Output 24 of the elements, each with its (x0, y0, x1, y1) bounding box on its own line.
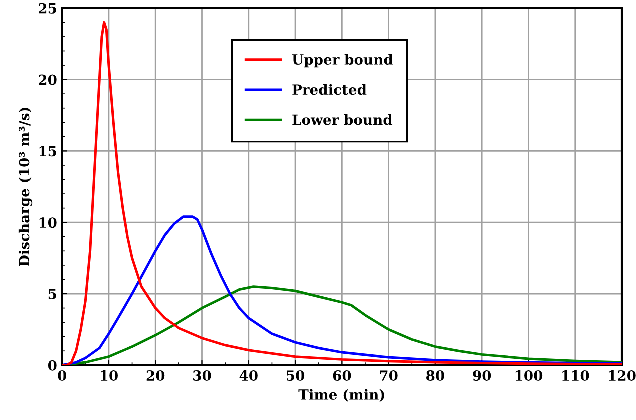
y-tick-label: 0 (48, 360, 57, 371)
legend-label: Upper bound (292, 54, 394, 68)
legend-label: Lower bound (292, 114, 393, 126)
x-tick-label: 40 (240, 370, 258, 382)
y-axis-title: Discharge (10³ m³/s) (18, 108, 33, 266)
x-tick-label: 30 (194, 370, 212, 382)
x-tick-label: 70 (380, 370, 398, 382)
x-tick-label: 80 (426, 370, 444, 382)
x-tick-label: 90 (473, 370, 492, 382)
y-tick-label: 15 (40, 146, 56, 157)
x-tick-label: 0 (58, 370, 67, 382)
y-tick-label: 25 (39, 3, 56, 14)
x-tick-label: 10 (101, 370, 118, 382)
x-tick-label: 60 (333, 370, 352, 382)
y-tick-label: 20 (39, 74, 57, 86)
x-tick-label: 120 (609, 370, 636, 382)
y-tick-label: 10 (40, 218, 57, 228)
x-tick-label: 100 (516, 370, 543, 382)
x-axis-title: Time (min) (298, 389, 384, 402)
x-tick-label: 20 (146, 370, 165, 382)
x-tick-label: 110 (562, 370, 590, 382)
x-tick-label: 50 (287, 370, 305, 382)
y-tick-label: 5 (48, 289, 56, 300)
legend-label: Predicted (292, 84, 367, 96)
